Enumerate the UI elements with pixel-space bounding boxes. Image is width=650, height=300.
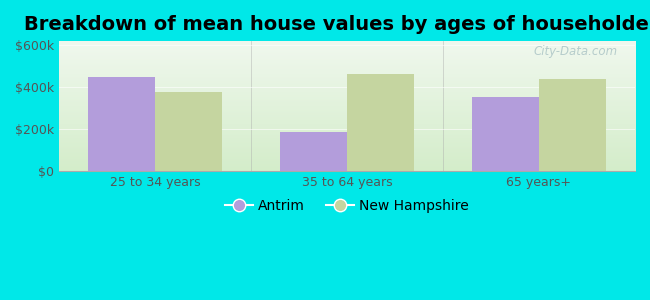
Bar: [472, 97, 539, 171]
Legend: Antrim, New Hampshire: Antrim, New Hampshire: [220, 194, 474, 218]
Bar: [539, 79, 606, 171]
Text: City-Data.com: City-Data.com: [534, 45, 618, 58]
Title: Breakdown of mean house values by ages of householders: Breakdown of mean house values by ages o…: [24, 15, 650, 34]
Bar: [347, 74, 414, 171]
Bar: [155, 92, 222, 171]
Bar: [280, 132, 347, 171]
Bar: [88, 77, 155, 171]
